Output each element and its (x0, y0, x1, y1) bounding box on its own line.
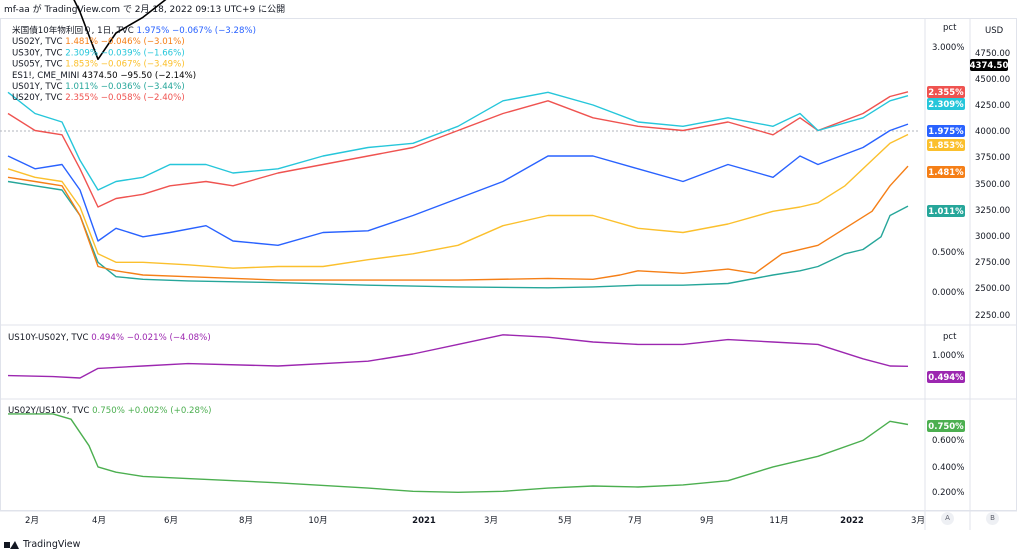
pct-tick-label: 3.000% (932, 43, 964, 53)
usd-tick-label: 2500.00 (975, 284, 1010, 294)
badge-us30y (927, 98, 965, 110)
usd-tick-label: 3250.00 (975, 206, 1010, 216)
legend-es1: ES1!, CME_MINI 4374.50 −95.50 (−2.14%) (12, 71, 196, 81)
legend-us20y: US20Y, TVC 2.355% −0.058% (−2.40%) (12, 93, 185, 103)
badge-spread1 (927, 371, 965, 383)
time-axis-label: 8月 (239, 516, 253, 526)
usd-tick-label: 4000.00 (975, 127, 1010, 137)
pct-tick-label: 0.400% (932, 463, 964, 473)
badge-us10y-text: 1.975% (928, 127, 964, 137)
pct-tick-label: 0.600% (932, 436, 964, 446)
publication-header: mf-aa が TradingView.com で 2月 18, 2022 09… (4, 5, 286, 15)
usd-tick-label: 4250.00 (975, 101, 1010, 111)
badge-us01y (927, 205, 965, 217)
time-axis-label: 5月 (558, 516, 572, 526)
series-line-us30y (7, 91, 909, 191)
time-axis-label: 6月 (164, 516, 178, 526)
series-line-es1 (73, 0, 167, 61)
time-axis-label: 2月 (25, 516, 39, 526)
badge-spread2 (927, 420, 965, 432)
usd-tick-label: 2750.00 (975, 258, 1010, 268)
series-line-spread2 (8, 413, 909, 493)
legend-us10y: 米国債10年物利回り, 1日, TVC 1.975% −0.067% (−3.2… (12, 24, 256, 36)
badge-us05y (927, 139, 965, 151)
series-line-spread1 (7, 334, 909, 379)
time-axis-label: 11月 (769, 516, 788, 526)
usd-tick-label: 4500.00 (975, 75, 1010, 85)
pct-axis-unit: pct (943, 23, 957, 33)
pct-axis-unit: pct (943, 332, 957, 342)
time-axis-label: 2021 (412, 516, 436, 526)
badge-us20y-text: 2.355% (928, 88, 964, 98)
usd-tick-label: 2250.00 (975, 311, 1010, 321)
badge-us02y-text: 1.481% (928, 168, 964, 178)
badge-us01y-text: 1.011% (928, 207, 964, 217)
time-axis-label: 10月 (308, 516, 327, 526)
series-line-us20y (7, 91, 909, 208)
legend-spread1: US10Y-US02Y, TVC 0.494% −0.021% (−4.08%) (8, 333, 211, 343)
badge-es1-text: 4374.50 (970, 61, 1009, 71)
series-line-us02y (7, 165, 909, 281)
tradingview-logo-icon (4, 540, 19, 550)
series-line-us01y (7, 180, 909, 289)
usd-tick-label: 3000.00 (975, 232, 1010, 242)
series-line-us05y (7, 133, 909, 269)
footer-brand: TradingView (23, 539, 81, 550)
time-axis-label: 4月 (92, 516, 106, 526)
usd-tick-label: 4750.00 (975, 49, 1010, 59)
time-axis-label: 2022 (840, 516, 864, 526)
auto-scale-button[interactable]: A (941, 512, 954, 525)
pct-tick-label: 0.000% (932, 288, 964, 298)
footer: TradingView (4, 539, 80, 550)
legend-us30y: US30Y, TVC 2.309% −0.039% (−1.66%) (12, 48, 185, 58)
legend-us05y: US05Y, TVC 1.853% −0.067% (−3.49%) (12, 60, 185, 70)
usd-tick-label: 3750.00 (975, 153, 1010, 163)
pct-tick-label: 0.200% (932, 488, 964, 498)
badge-es1 (970, 59, 1008, 71)
legend-spread2: US02Y/US10Y, TVC 0.750% +0.002% (+0.28%) (8, 406, 212, 416)
badge-us10y (927, 125, 965, 137)
badge-us05y-text: 1.853% (928, 141, 964, 151)
series-line-us10y (7, 123, 909, 246)
legend-us01y: US01Y, TVC 1.011% −0.036% (−3.44%) (12, 82, 185, 92)
time-axis-label: 3月 (484, 516, 498, 526)
legend-us02y: US02Y, TVC 1.481% −0.046% (−3.01%) (12, 37, 185, 47)
log-scale-button[interactable]: B (986, 512, 999, 525)
pct-tick-label: 1.000% (932, 351, 964, 361)
badge-spread1-text: 0.494% (928, 373, 964, 383)
badge-us02y (927, 166, 965, 178)
pct-tick-label: 0.500% (932, 248, 964, 258)
badge-us20y (927, 86, 965, 98)
time-axis-label: 9月 (700, 516, 714, 526)
time-axis-label: 3月 (911, 516, 925, 526)
usd-tick-label: 3500.00 (975, 180, 1010, 190)
badge-spread2-text: 0.750% (928, 422, 964, 432)
badge-us30y-text: 2.309% (928, 100, 964, 110)
usd-axis-unit: USD (985, 26, 1004, 36)
time-axis-label: 7月 (628, 516, 642, 526)
